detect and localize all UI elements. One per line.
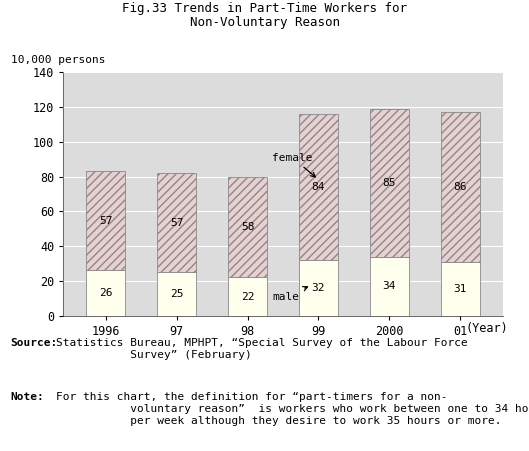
Text: Source:: Source: <box>11 338 58 348</box>
Bar <box>370 257 409 316</box>
Bar <box>157 272 196 316</box>
Text: 25: 25 <box>170 289 184 299</box>
Text: 32: 32 <box>312 283 325 293</box>
Text: Fig.33 Trends in Part-Time Workers for: Fig.33 Trends in Part-Time Workers for <box>122 2 407 15</box>
Text: 10,000 persons: 10,000 persons <box>11 55 105 65</box>
Bar <box>228 277 267 316</box>
Text: 34: 34 <box>382 281 396 291</box>
Text: 86: 86 <box>453 182 467 192</box>
Text: Statistics Bureau, MPHPT, “Special Survey of the Labour Force
           Survey”: Statistics Bureau, MPHPT, “Special Surve… <box>56 338 467 360</box>
Text: male: male <box>272 286 307 302</box>
Text: For this chart, the definition for “part-timers for a non-
           voluntary : For this chart, the definition for “part… <box>56 392 529 426</box>
Text: Note:: Note: <box>11 392 44 402</box>
Bar <box>87 271 125 316</box>
Text: 84: 84 <box>312 182 325 192</box>
Text: female: female <box>272 152 315 177</box>
Text: 26: 26 <box>99 288 113 298</box>
Text: 57: 57 <box>170 218 184 228</box>
Bar <box>228 176 267 277</box>
Text: 22: 22 <box>241 291 254 302</box>
Bar <box>441 112 479 262</box>
Text: 31: 31 <box>453 284 467 294</box>
Text: (Year): (Year) <box>465 322 508 336</box>
Bar <box>299 114 338 260</box>
Bar <box>299 260 338 316</box>
Bar <box>441 262 479 316</box>
Text: Non-Voluntary Reason: Non-Voluntary Reason <box>189 16 340 29</box>
Text: 58: 58 <box>241 222 254 232</box>
Bar <box>87 171 125 271</box>
Bar <box>370 109 409 257</box>
Text: 85: 85 <box>382 178 396 188</box>
Text: 57: 57 <box>99 216 113 226</box>
Bar <box>157 173 196 272</box>
